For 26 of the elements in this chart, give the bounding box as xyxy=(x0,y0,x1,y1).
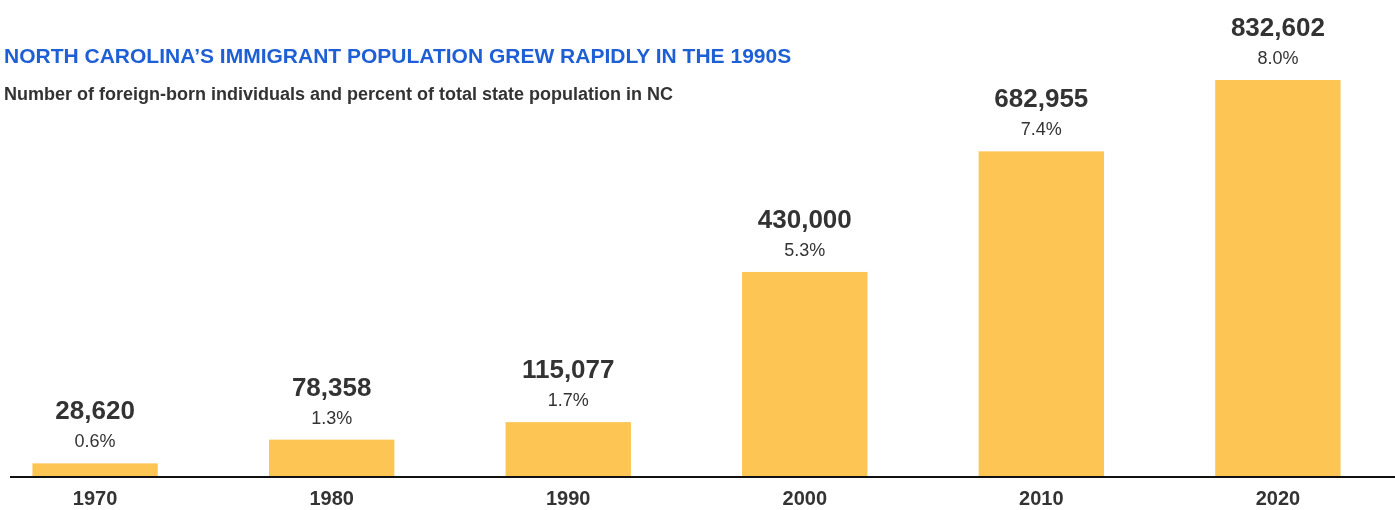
annotation: 5.3% xyxy=(784,239,826,260)
chart-subtitle: Number of foreign-born individuals and percent of total state population in NC xyxy=(4,84,674,104)
bar xyxy=(505,422,631,477)
chart-title: NORTH CAROLINA’S IMMIGRANT POPULATION GREW RAPIDLY IN THE 1990S xyxy=(4,44,792,67)
data-label: 832,602 xyxy=(1230,12,1325,42)
x-tick-label: 2010 xyxy=(1019,487,1064,509)
data-label: 115,077 xyxy=(521,354,615,385)
data-label: 28,620 xyxy=(55,395,135,426)
annotation: 8.0% xyxy=(1257,48,1299,68)
x-tick-label: 1990 xyxy=(545,487,591,509)
x-tick-label: 1980 xyxy=(309,487,354,509)
annotation: 7.4% xyxy=(1020,119,1062,140)
data-label: 682,955 xyxy=(994,83,1089,114)
annotation: 0.6% xyxy=(74,431,116,452)
bar xyxy=(1215,80,1341,477)
data-label: 78,358 xyxy=(291,371,372,402)
x-tick-label: 2020 xyxy=(1255,487,1301,509)
bar xyxy=(32,463,158,477)
bar xyxy=(978,151,1105,477)
x-tick-label: 1970 xyxy=(72,487,118,509)
bar xyxy=(742,271,868,477)
bar xyxy=(268,439,395,477)
x-tick-label: 2000 xyxy=(782,487,828,509)
annotation: 1.3% xyxy=(311,407,353,428)
annotation: 1.7% xyxy=(547,390,589,411)
data-label: 430,000 xyxy=(757,203,852,234)
